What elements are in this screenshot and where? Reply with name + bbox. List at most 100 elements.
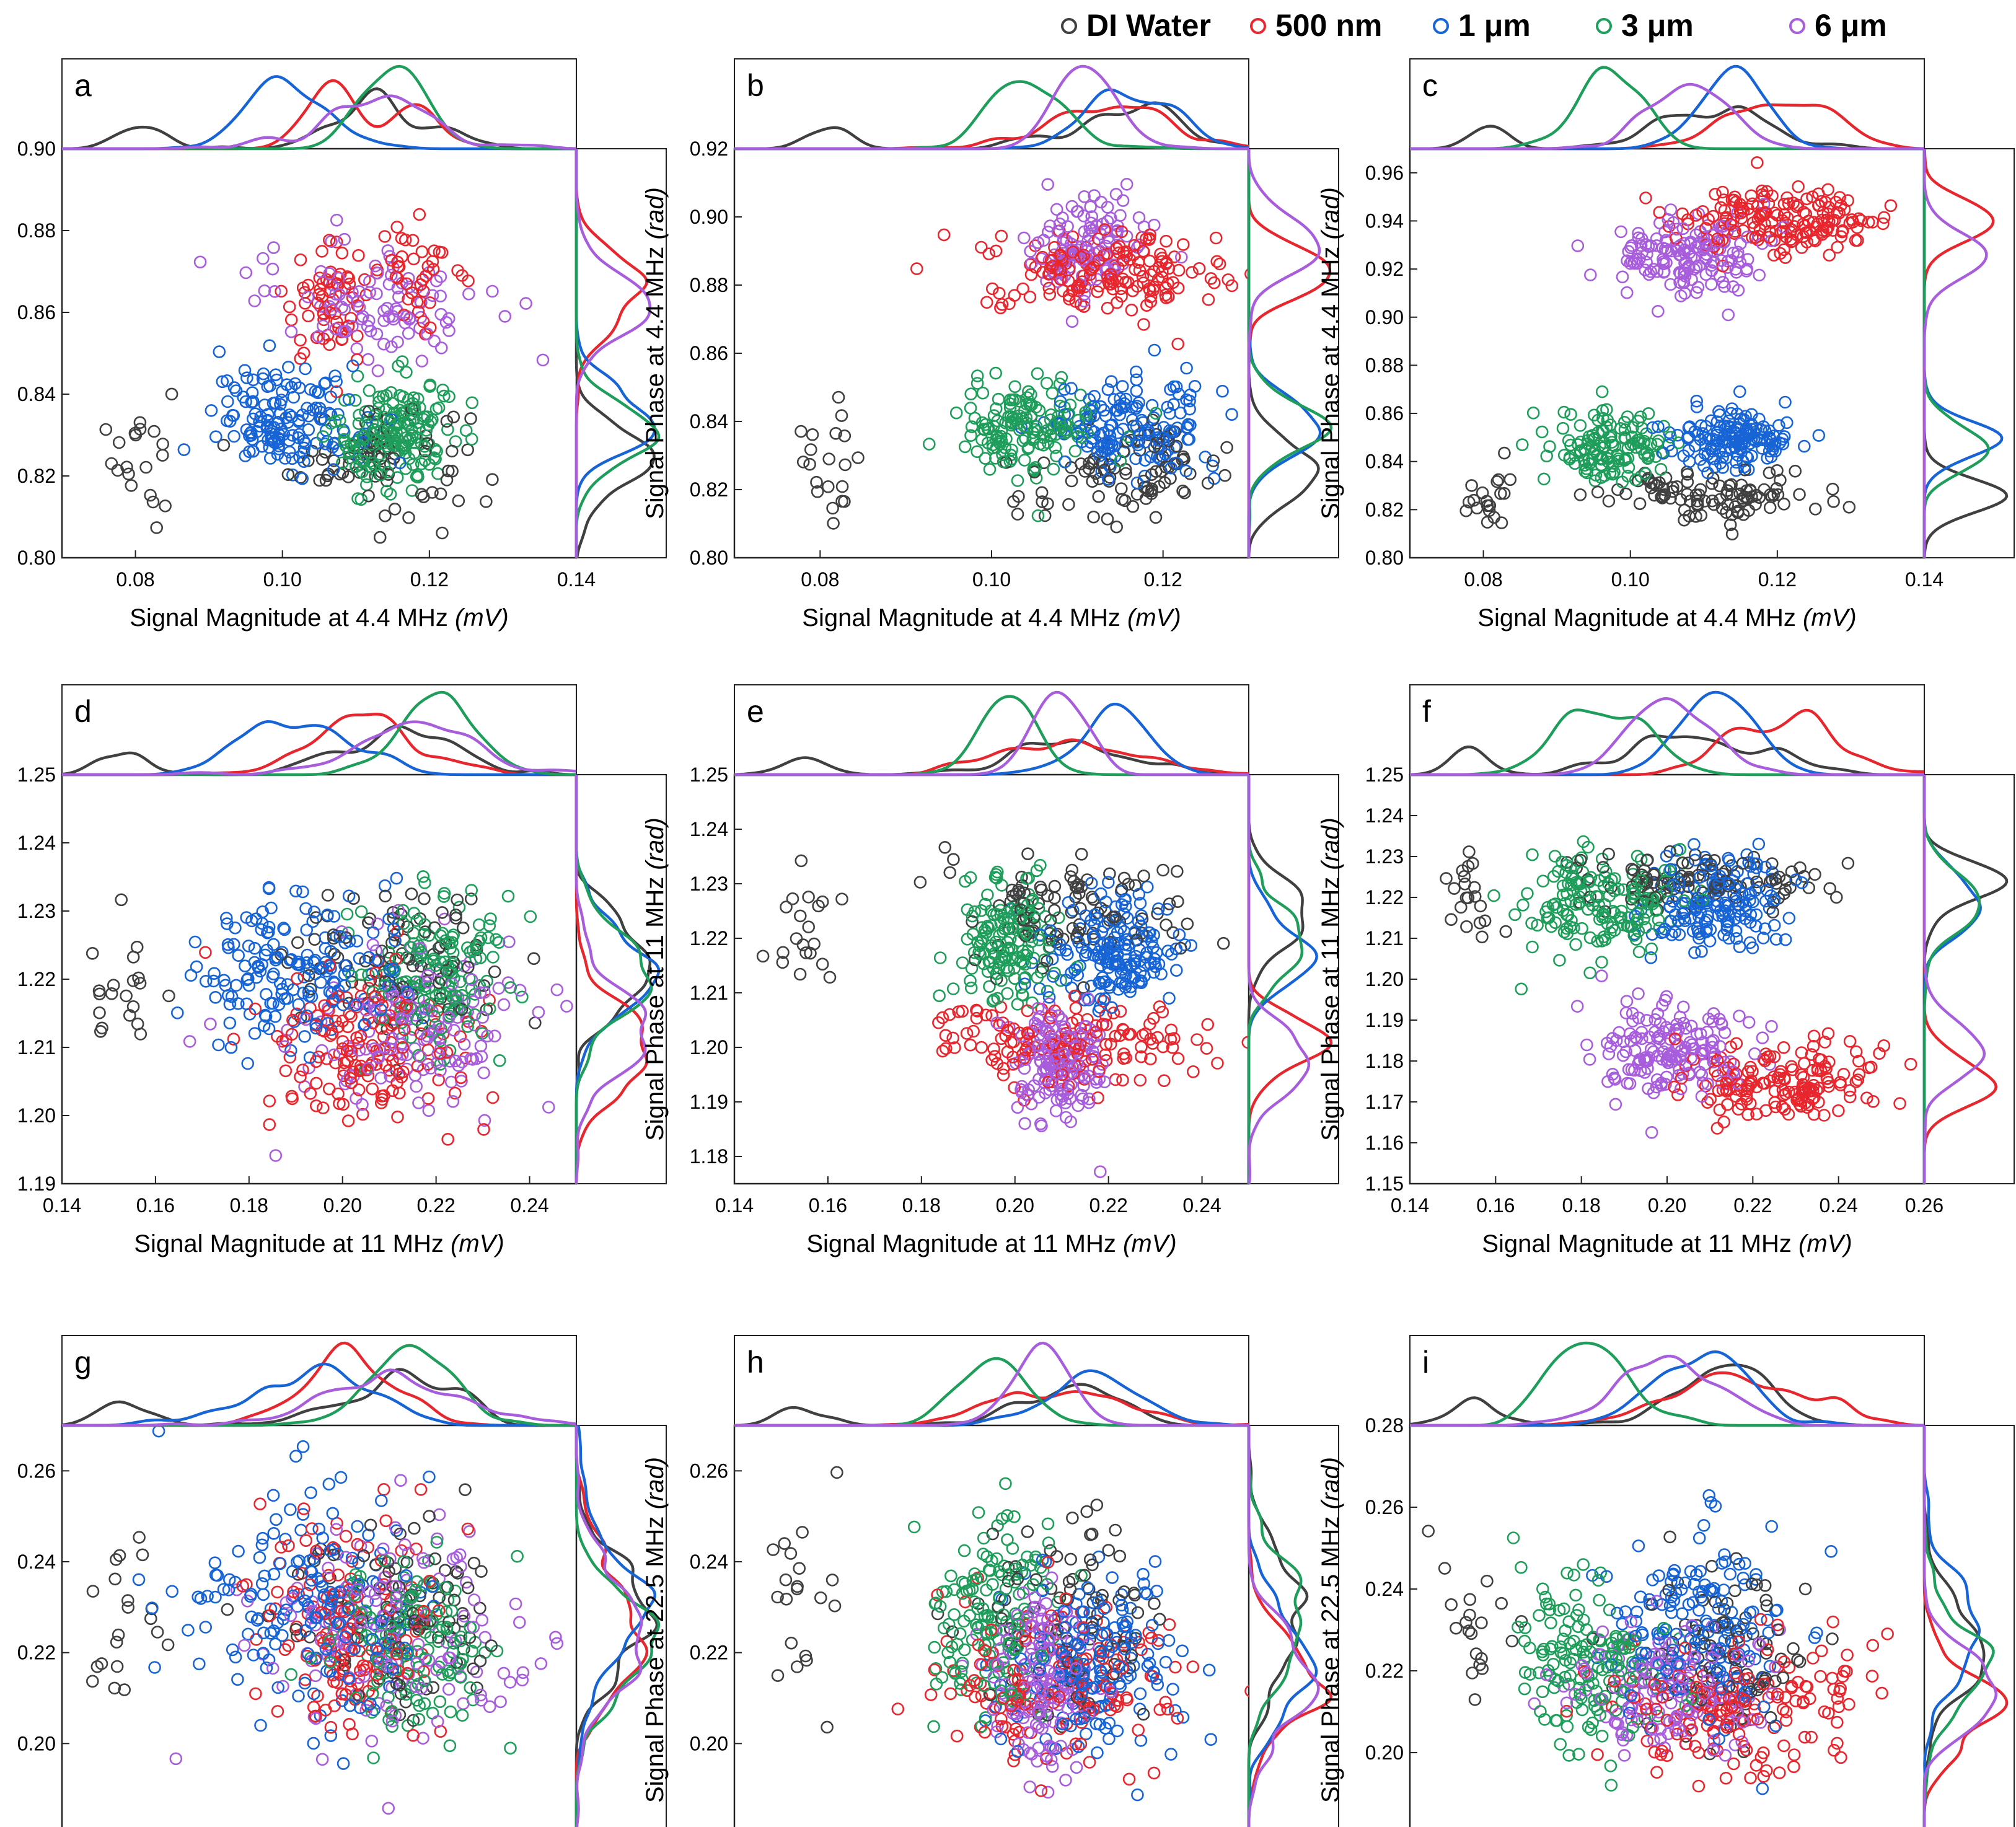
data-point [376, 1093, 389, 1106]
data-point [1135, 1050, 1148, 1063]
data-point [1553, 954, 1566, 967]
data-point [1152, 902, 1165, 915]
y-tick-label: 1.21 [690, 982, 728, 1004]
data-point [947, 853, 960, 866]
data-point [1022, 925, 1036, 938]
y-tick-label: 0.92 [1365, 258, 1404, 280]
data-point [464, 1052, 478, 1065]
data-point [315, 962, 328, 975]
data-point [816, 895, 829, 909]
data-point [478, 1114, 491, 1127]
data-point [1751, 156, 1764, 169]
data-point [1144, 1032, 1157, 1046]
data-point [1710, 1054, 1724, 1067]
data-point [1173, 928, 1186, 941]
plot-frame [1409, 773, 1926, 1185]
data-point [432, 1020, 446, 1033]
side-density-curve [1247, 149, 1322, 558]
data-point [793, 967, 807, 981]
data-point [1543, 911, 1556, 924]
data-point [294, 253, 307, 266]
data-point [995, 429, 1008, 443]
data-point [1708, 899, 1722, 912]
data-point [1602, 495, 1616, 508]
x-tick-label: 0.22 [416, 1194, 455, 1217]
data-point [433, 1047, 447, 1060]
data-point [146, 495, 160, 509]
data-point [297, 455, 310, 469]
data-point [965, 962, 979, 975]
data-point [479, 495, 493, 508]
side-density-frame [1924, 148, 2015, 558]
data-point [1632, 945, 1646, 959]
data-point [1675, 869, 1688, 883]
data-point [275, 385, 289, 398]
data-point [1795, 1046, 1808, 1059]
data-point [266, 262, 280, 276]
scatter-points [756, 841, 1249, 1178]
data-point [393, 1708, 407, 1722]
data-point [207, 974, 220, 988]
data-point [1592, 899, 1606, 912]
data-point [964, 387, 977, 401]
data-point [1666, 216, 1680, 229]
data-point [1007, 1022, 1020, 1036]
data-point [1180, 361, 1193, 375]
data-point [1638, 447, 1651, 461]
data-point [1141, 880, 1154, 894]
data-point [992, 431, 1005, 445]
data-point [1149, 511, 1163, 524]
data-point [1757, 931, 1770, 944]
data-point [1615, 904, 1628, 918]
data-point [1758, 1076, 1771, 1090]
data-point [1041, 954, 1054, 968]
data-point [225, 990, 239, 1003]
x-tick-label: 0.14 [557, 568, 596, 591]
x-tick-label: 0.18 [230, 1194, 268, 1217]
data-point [1701, 1077, 1714, 1091]
data-point [1184, 418, 1197, 432]
data-point [396, 1041, 410, 1054]
data-point [1047, 420, 1060, 433]
data-point [223, 1016, 237, 1029]
data-point [456, 1709, 469, 1722]
data-point [1616, 475, 1629, 489]
data-point [796, 938, 810, 951]
data-point [297, 441, 311, 455]
data-point [249, 1687, 262, 1701]
data-point [1782, 1107, 1795, 1121]
data-point [1725, 253, 1738, 267]
data-point [1069, 1002, 1083, 1015]
data-point [293, 381, 306, 395]
data-point [1055, 1013, 1068, 1026]
data-point [1508, 908, 1521, 922]
data-point [1011, 508, 1024, 521]
data-point [434, 289, 447, 303]
data-point [477, 1123, 490, 1136]
data-point [377, 434, 391, 447]
data-point [1749, 231, 1762, 244]
data-point [239, 266, 253, 280]
data-point [1001, 1024, 1015, 1037]
data-point [1745, 189, 1758, 203]
data-point [439, 934, 452, 948]
data-point [1526, 940, 1539, 954]
data-point [345, 438, 358, 451]
data-point [1763, 431, 1776, 445]
data-point [133, 416, 147, 429]
data-point [993, 899, 1006, 912]
data-point [1568, 457, 1582, 470]
data-point [307, 1710, 321, 1724]
data-point [1676, 222, 1690, 236]
x-tick-label: 0.20 [324, 1194, 362, 1217]
data-point [330, 375, 343, 389]
data-point [1605, 921, 1619, 934]
top-density-curve [1410, 82, 1924, 151]
data-point [1016, 988, 1029, 1002]
data-point [330, 213, 343, 227]
data-point [316, 1101, 330, 1114]
data-point [1098, 223, 1111, 236]
data-point [296, 1063, 309, 1076]
data-point [795, 854, 808, 868]
data-point [1041, 497, 1054, 511]
